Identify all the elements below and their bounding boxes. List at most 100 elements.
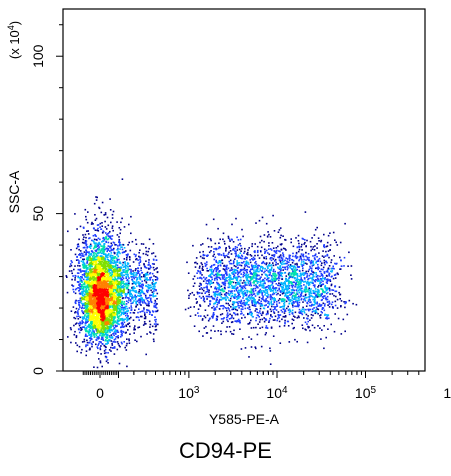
event-dot: [123, 266, 125, 268]
event-dot: [81, 317, 84, 320]
event-dot: [233, 258, 236, 260]
event-dot: [86, 286, 89, 289]
event-dot: [268, 233, 270, 236]
event-dot: [298, 283, 301, 285]
event-dot: [119, 345, 121, 348]
event-dot: [89, 339, 92, 342]
event-dot: [188, 294, 190, 297]
event-dot: [81, 274, 84, 276]
event-dot: [82, 255, 84, 257]
event-dot: [75, 302, 77, 305]
event-dot: [309, 281, 311, 284]
event-dot: [110, 334, 113, 336]
event-dot: [251, 276, 253, 278]
event-dot: [222, 277, 224, 279]
event-dot: [304, 278, 306, 280]
event-dot: [255, 308, 257, 310]
event-dot: [116, 348, 119, 351]
event-dot: [95, 313, 97, 315]
event-dot: [204, 316, 207, 319]
event-dot: [104, 318, 107, 321]
event-dot: [101, 285, 104, 288]
event-dot: [95, 280, 97, 282]
event-dot: [77, 243, 80, 245]
event-dot: [87, 318, 90, 320]
event-dot: [284, 322, 286, 325]
event-dot: [102, 245, 105, 247]
event-dot: [94, 284, 97, 287]
event-dot: [306, 276, 308, 278]
event-dot: [103, 253, 105, 255]
event-dot: [103, 245, 106, 248]
event-dot: [235, 288, 238, 290]
event-dot: [106, 337, 109, 339]
event-dot: [85, 290, 88, 292]
event-dot: [87, 331, 90, 334]
event-dot: [230, 321, 233, 324]
event-dot: [118, 288, 121, 290]
event-dot: [313, 280, 316, 282]
event-dot: [86, 230, 88, 232]
event-dot: [329, 279, 331, 281]
event-dot: [99, 288, 101, 290]
event-dot: [91, 282, 94, 285]
event-dot: [106, 276, 108, 279]
event-dot: [279, 227, 282, 229]
event-dot: [334, 239, 336, 241]
event-dot: [309, 277, 312, 279]
event-dot: [87, 257, 90, 259]
event-dot: [89, 253, 91, 255]
event-dot: [101, 336, 103, 339]
event-dot: [320, 281, 322, 284]
event-dot: [100, 316, 102, 318]
event-dot: [221, 262, 224, 265]
event-dot: [270, 315, 272, 317]
event-dot: [283, 301, 286, 304]
event-dot: [99, 297, 101, 300]
event-dot: [108, 288, 111, 290]
event-dot: [101, 270, 104, 273]
event-dot: [323, 245, 325, 248]
event-dot: [86, 292, 89, 295]
event-dot: [106, 264, 109, 267]
event-dot: [102, 292, 105, 295]
event-dot: [114, 307, 116, 310]
event-dot: [203, 257, 205, 260]
event-dot: [260, 314, 263, 316]
event-dot: [323, 325, 325, 327]
event-dot: [217, 262, 219, 265]
event-dot: [85, 272, 87, 274]
event-dot: [118, 243, 121, 245]
event-dot: [83, 270, 86, 273]
event-dot: [312, 284, 315, 287]
event-dot: [248, 322, 251, 325]
event-dot: [106, 289, 109, 291]
event-dot: [98, 264, 100, 267]
event-dot: [321, 308, 324, 310]
event-dot: [96, 264, 98, 267]
event-dot: [88, 263, 90, 266]
event-dot: [103, 298, 106, 300]
event-dot: [93, 317, 95, 320]
event-dot: [269, 308, 272, 311]
event-dot: [106, 336, 108, 338]
event-dot: [113, 330, 116, 333]
event-dot: [90, 283, 93, 285]
event-dot: [288, 341, 291, 343]
event-dot: [119, 301, 122, 304]
event-dot: [91, 331, 93, 333]
event-dot: [87, 297, 89, 299]
event-dot: [107, 342, 109, 344]
event-dot: [92, 276, 94, 278]
event-dot: [272, 285, 274, 288]
event-dot: [267, 267, 269, 269]
event-dot: [318, 303, 321, 305]
event-dot: [316, 290, 318, 293]
event-dot: [94, 286, 96, 288]
event-dot: [78, 324, 81, 327]
event-dot: [230, 267, 233, 269]
event-dot: [101, 301, 104, 304]
event-dot: [114, 312, 117, 315]
event-dot: [308, 293, 311, 296]
event-dot: [224, 269, 226, 272]
